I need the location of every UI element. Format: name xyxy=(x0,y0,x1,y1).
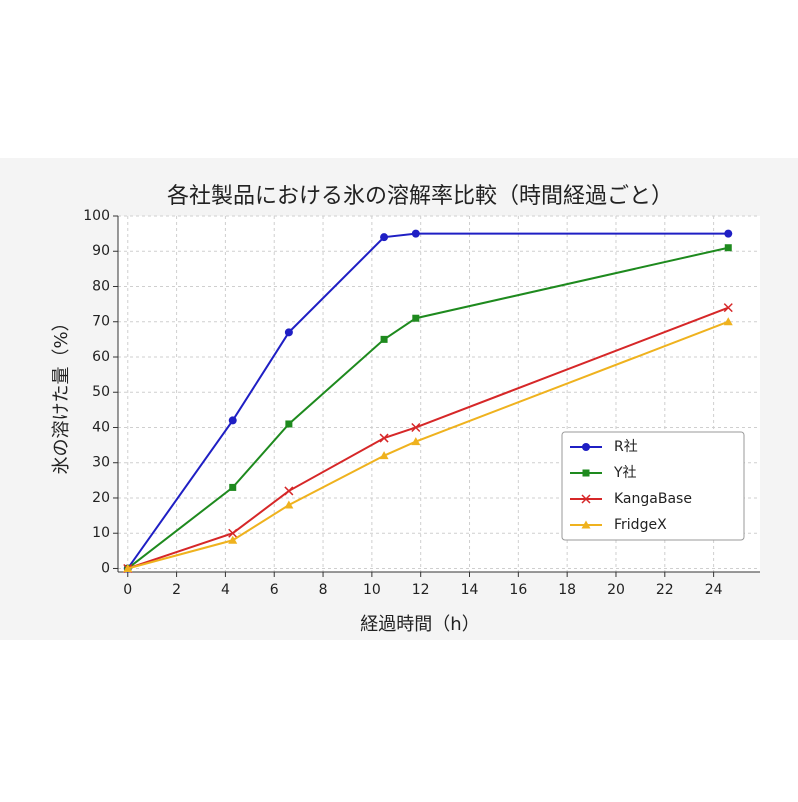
legend-box xyxy=(561,431,745,541)
marker xyxy=(724,229,733,238)
x-tick-label: 12 xyxy=(412,582,430,598)
marker xyxy=(284,486,294,496)
y-tick-label: 60 xyxy=(92,349,110,365)
y-tick-label: 10 xyxy=(92,525,110,541)
marker xyxy=(411,229,420,238)
series-line xyxy=(127,306,729,570)
legend-label: FridgeX xyxy=(614,517,667,533)
marker xyxy=(581,494,591,504)
marker xyxy=(723,303,733,313)
y-tick-label: 50 xyxy=(92,384,110,400)
y-tick-label: 40 xyxy=(92,419,110,435)
chart-title: 各社製品における氷の溶解率比較（時間経過ごと） xyxy=(167,184,673,209)
series-line xyxy=(126,232,729,570)
marker xyxy=(228,535,238,544)
x-axis-label: 経過時間（h） xyxy=(360,614,479,635)
marker xyxy=(380,233,389,242)
y-tick-label: 70 xyxy=(92,314,110,330)
series-line xyxy=(127,246,729,570)
y-tick-label: 80 xyxy=(92,278,110,294)
y-axis-label: 氷の溶けた量（%） xyxy=(51,313,72,474)
marker xyxy=(229,483,237,491)
y-tick-label: 20 xyxy=(92,490,110,506)
marker xyxy=(284,500,294,509)
x-tick-label: 4 xyxy=(221,582,230,598)
marker xyxy=(411,422,421,433)
x-tick-label: 2 xyxy=(172,582,181,598)
legend-label: KangaBase xyxy=(614,491,692,507)
x-tick-label: 18 xyxy=(558,582,576,598)
marker xyxy=(411,437,421,446)
marker xyxy=(412,314,420,322)
marker xyxy=(582,443,590,451)
legend-label: Y社 xyxy=(613,465,637,481)
y-tick-label: 90 xyxy=(92,243,110,259)
marker xyxy=(123,563,133,572)
x-tick-label: 6 xyxy=(270,582,279,598)
series-line xyxy=(127,320,729,570)
marker xyxy=(379,433,389,443)
y-tick-label: 100 xyxy=(83,208,110,224)
x-tick-label: 20 xyxy=(607,582,625,598)
marker xyxy=(380,335,388,343)
marker xyxy=(285,420,293,428)
marker xyxy=(284,328,293,337)
y-tick-label: 30 xyxy=(92,455,110,471)
x-tick-label: 0 xyxy=(123,582,132,598)
marker xyxy=(724,244,732,252)
x-tick-label: 14 xyxy=(461,582,479,598)
legend: R社 Y社 KangaBase FridgeX xyxy=(561,431,745,541)
marker xyxy=(581,520,591,529)
x-tick-label: 22 xyxy=(656,582,674,598)
marker xyxy=(379,451,389,460)
marker xyxy=(228,528,238,538)
y-tick-label: 0 xyxy=(101,560,110,576)
x-tick-label: 8 xyxy=(319,582,328,598)
legend-label: R社 xyxy=(614,439,638,455)
marker xyxy=(582,469,590,477)
x-tick-label: 10 xyxy=(363,582,381,598)
marker xyxy=(723,317,733,326)
marker xyxy=(228,416,237,425)
x-tick-label: 24 xyxy=(705,582,723,598)
x-tick-label: 16 xyxy=(509,582,527,598)
